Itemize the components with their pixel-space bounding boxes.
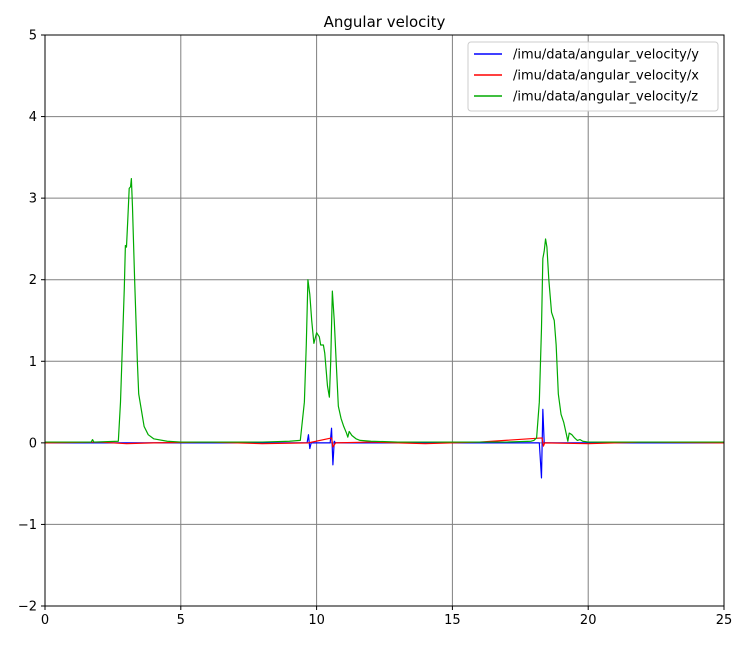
x-tick-label: 10: [308, 613, 325, 628]
x-tick-label: 20: [580, 613, 597, 628]
series-line-1: [44, 437, 725, 448]
plot-series: [44, 177, 725, 479]
y-tick-label: 0: [29, 436, 37, 451]
y-tick-label: −2: [18, 600, 37, 615]
y-tick-label: 3: [29, 192, 37, 207]
legend-box: [467, 41, 719, 112]
y-tick-label: 1: [29, 355, 37, 370]
x-tick-label: 25: [716, 613, 733, 628]
legend-label: /imu/data/angular_velocity/z: [513, 90, 698, 105]
y-tick-label: −1: [18, 518, 37, 533]
y-tick-label: 5: [29, 29, 37, 44]
y-tick-label: 2: [29, 273, 37, 288]
x-tick-label: 5: [177, 613, 185, 628]
x-tick-label: 15: [444, 613, 461, 628]
legend: /imu/data/angular_velocity/y/imu/data/an…: [467, 41, 719, 112]
legend-label: /imu/data/angular_velocity/y: [513, 48, 699, 63]
x-tick-label: 0: [41, 613, 49, 628]
plot-frame: [44, 34, 725, 607]
axis-ticks: 0 5 10 15 20 25 −2 −1 0 1 2 3 4 5: [18, 29, 732, 629]
grid: [44, 34, 725, 607]
y-tick-label: 4: [29, 110, 37, 125]
legend-label: /imu/data/angular_velocity/x: [513, 69, 699, 84]
series-line-2: [45, 177, 724, 443]
chart-title: Angular velocity: [324, 13, 446, 31]
series-line-0: [45, 408, 724, 479]
